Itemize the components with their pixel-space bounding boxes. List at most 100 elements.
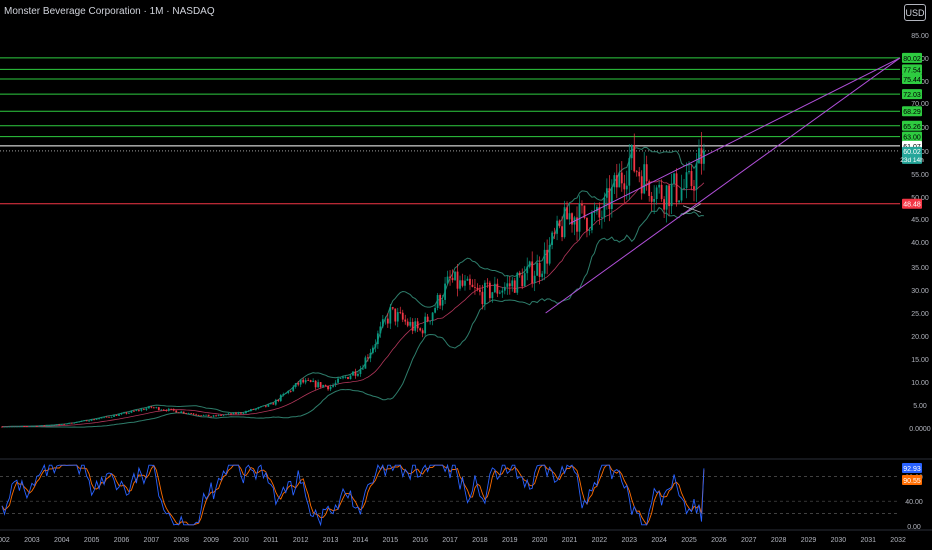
candle-body [128, 412, 130, 414]
candle-body [426, 316, 429, 322]
candle-body [411, 321, 414, 331]
time-tick-label: 2014 [353, 537, 369, 544]
candle-body [18, 426, 21, 428]
candle-body [317, 382, 320, 388]
price-tick-label: 20.00 [911, 334, 929, 341]
candle-body [337, 378, 339, 383]
candle-body [660, 184, 663, 200]
candle-body [548, 245, 551, 264]
candle-body [476, 287, 479, 290]
candle-body [16, 426, 18, 428]
candle-body [424, 316, 427, 334]
stoch-k-badge-bg [902, 463, 922, 473]
candle-body [703, 150, 705, 164]
candle-body [551, 232, 554, 246]
candle-body [665, 185, 668, 210]
candle-body [38, 425, 41, 427]
bollinger-lower [1, 206, 704, 428]
candle-body [685, 172, 688, 188]
candle-body [48, 425, 51, 426]
candle-body [643, 164, 646, 194]
candle-body [103, 416, 105, 418]
cross-mark-b [682, 203, 702, 215]
candle-body [466, 278, 469, 281]
candle-body [449, 276, 451, 278]
time-tick-label: 2023 [621, 537, 637, 544]
candle-body [429, 320, 432, 322]
candle-body [1, 426, 3, 428]
candle-body [93, 419, 95, 421]
candle-body [232, 412, 235, 415]
candle-body [264, 405, 267, 407]
candle-body [591, 212, 593, 231]
candle-body [354, 371, 357, 376]
candle-body [23, 426, 26, 427]
candle-body [250, 409, 252, 412]
symbol-title[interactable]: Monster Beverage Corporation · 1M · NASD… [4, 6, 215, 17]
time-tick-label: 2021 [562, 537, 578, 544]
candle-body [613, 175, 616, 188]
candle-body [182, 411, 185, 414]
candle-body [133, 410, 135, 412]
currency-button[interactable]: USD [904, 4, 926, 21]
price-tick-label: 45.00 [911, 217, 929, 224]
time-tick-label: 2020 [532, 537, 548, 544]
candle-body [603, 197, 606, 218]
candle-body [391, 307, 394, 309]
candle-body [688, 171, 690, 173]
candle-body [658, 184, 661, 188]
candle-body [105, 416, 108, 418]
candle-body [120, 413, 123, 415]
candle-body [571, 213, 573, 225]
candle-body [421, 330, 424, 334]
candle-body [568, 213, 571, 220]
candle-body [678, 200, 680, 203]
candle-body [596, 207, 598, 212]
candle-body [58, 424, 61, 426]
time-tick-label: 2010 [233, 537, 249, 544]
candle-body [528, 261, 531, 267]
candle-body [359, 369, 362, 374]
candle-body [195, 414, 198, 416]
red-level-label: 48.48 [903, 202, 921, 209]
candle-body [628, 158, 631, 186]
time-tick-label: 2022 [592, 537, 608, 544]
candle-body [488, 282, 491, 299]
candle-body [663, 199, 666, 210]
candle-body [608, 188, 611, 210]
candle-body [695, 163, 698, 190]
time-tick-label: 2012 [293, 537, 309, 544]
candle-body [483, 282, 486, 305]
green-level-label: 75.44 [903, 77, 921, 84]
candle-body [240, 412, 242, 414]
candle-body [314, 380, 317, 388]
price-tick-label: 55.00 [911, 172, 929, 179]
candle-body [526, 266, 529, 274]
time-tick-label: 2003 [24, 537, 40, 544]
candle-body [655, 187, 658, 200]
trend-line-upper [569, 57, 901, 225]
green-level-label-bg [902, 89, 922, 100]
candle-body [546, 249, 549, 264]
candle-body [68, 422, 71, 424]
candle-body [625, 185, 628, 190]
candle-body [471, 284, 474, 287]
candle-body [142, 409, 145, 411]
candle-body [670, 183, 673, 207]
candle-body [454, 271, 456, 281]
candle-body [90, 419, 93, 421]
time-tick-label: 2031 [860, 537, 876, 544]
candle-body [267, 404, 270, 407]
time-tick-label: 2005 [84, 537, 100, 544]
candle-body [312, 380, 315, 382]
candle-body [620, 172, 623, 184]
time-tick-label: 2008 [173, 537, 189, 544]
candle-body [279, 395, 282, 401]
candle-body [170, 408, 173, 410]
candle-body [414, 321, 417, 331]
candle-body [339, 378, 342, 379]
candle-body [197, 414, 200, 416]
green-level-label: 68.29 [903, 109, 921, 116]
candle-body [302, 379, 305, 383]
